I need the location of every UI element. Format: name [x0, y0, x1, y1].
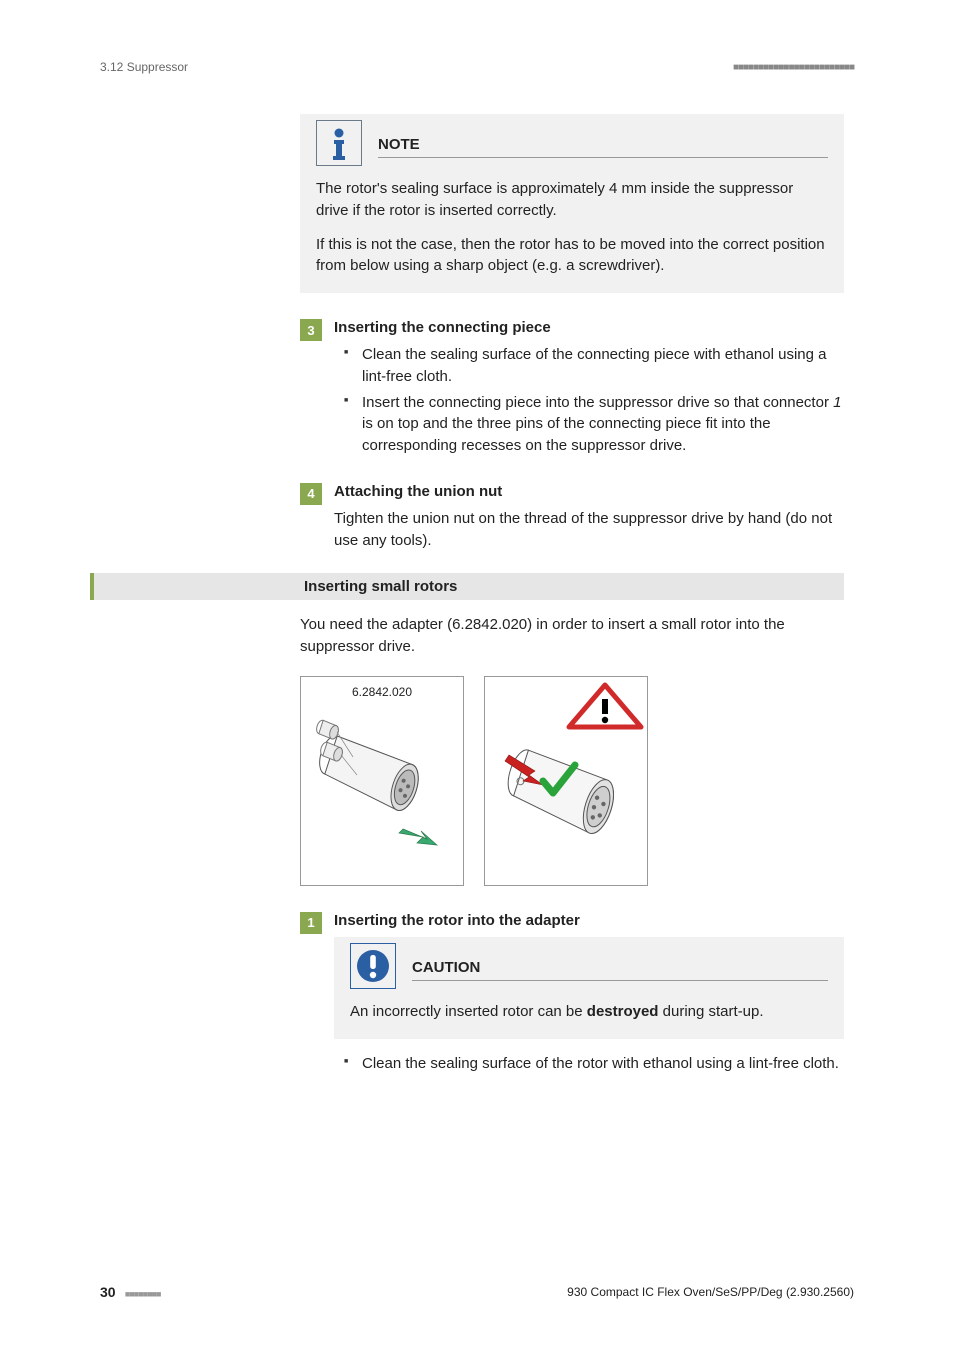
caution-body: An incorrectly inserted rotor can be des… [350, 1001, 828, 1023]
note-box: NOTE The rotor's sealing surface is appr… [300, 114, 844, 293]
step-4: 4 Attaching the union nut Tighten the un… [300, 483, 844, 552]
page-number: 30 [100, 1284, 116, 1300]
figure-warning [484, 676, 648, 886]
caution-title: CAUTION [412, 945, 828, 981]
step-number: 4 [300, 483, 322, 505]
step3-bullet1: Clean the sealing surface of the connect… [344, 344, 844, 388]
step-3: 3 Inserting the connecting piece Clean t… [300, 319, 844, 461]
step4-text: Tighten the union nut on the thread of t… [334, 508, 844, 552]
header-section: 3.12 Suppressor [100, 60, 188, 74]
note-p2: If this is not the case, then the rotor … [316, 234, 828, 278]
caution-box: CAUTION An incorrectly inserted rotor ca… [334, 937, 844, 1039]
info-icon [316, 120, 362, 166]
step-title: Inserting the rotor into the adapter [334, 912, 844, 929]
section-intro: You need the adapter (6.2842.020) in ord… [300, 614, 844, 658]
page-header: 3.12 Suppressor ■■■■■■■■■■■■■■■■■■■■■■■■ [100, 60, 854, 74]
caution-icon [350, 943, 396, 989]
step3-bullet2: Insert the connecting piece into the sup… [344, 392, 844, 457]
warning-triangle-icon [569, 685, 641, 727]
note-title: NOTE [378, 122, 828, 158]
step-1: 1 Inserting the rotor into the adapter C… [300, 912, 844, 1079]
step-title: Attaching the union nut [334, 483, 844, 500]
header-dots: ■■■■■■■■■■■■■■■■■■■■■■■■ [733, 62, 854, 73]
figure-row: 6.2842.020 [300, 676, 844, 886]
footer-dots: ■■■■■■■■ [125, 1289, 161, 1299]
footer-doc: 930 Compact IC Flex Oven/SeS/PP/Deg (2.9… [567, 1285, 854, 1299]
note-body: The rotor's sealing surface is approxima… [316, 178, 828, 277]
page-footer: 30 ■■■■■■■■ 930 Compact IC Flex Oven/SeS… [100, 1284, 854, 1300]
step-title: Inserting the connecting piece [334, 319, 844, 336]
step-number: 1 [300, 912, 322, 934]
section-heading: Inserting small rotors [90, 573, 844, 600]
figure-label: 6.2842.020 [301, 685, 463, 699]
note-p1: The rotor's sealing surface is approxima… [316, 178, 828, 222]
step1-bullet: Clean the sealing surface of the rotor w… [344, 1053, 844, 1075]
figure-adapter: 6.2842.020 [300, 676, 464, 886]
step-number: 3 [300, 319, 322, 341]
